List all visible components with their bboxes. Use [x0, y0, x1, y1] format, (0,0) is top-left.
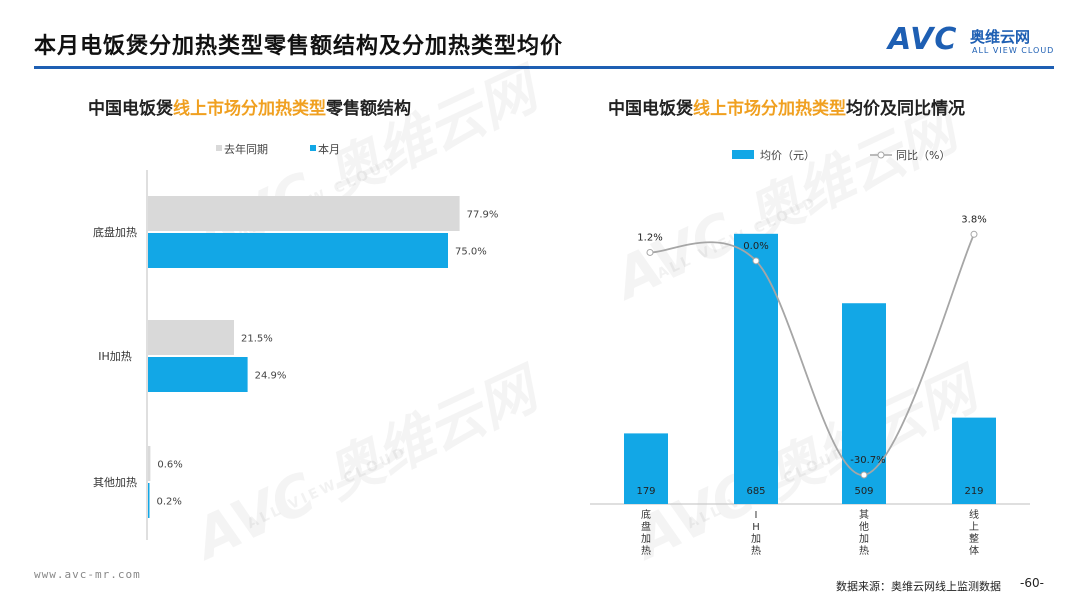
price-bar: [952, 417, 996, 504]
left-chart-title: 中国电饭煲线上市场分加热类型零售额结构: [88, 94, 411, 119]
legend-label-bars: 均价（元）: [760, 149, 815, 162]
legend-label-line: 同比（%）: [896, 149, 950, 162]
category-label: 线上整体: [969, 508, 979, 557]
yoy-point: [970, 230, 978, 238]
legend-swatch-0: [216, 145, 222, 151]
bar-this-month: [148, 233, 448, 268]
bar-value-label: 685: [746, 486, 765, 497]
bar-this-month: [148, 483, 150, 518]
logo-mark: AVC: [888, 22, 958, 57]
right-title-suffix: 均价及同比情况: [846, 99, 965, 119]
left-title-suffix: 零售额结构: [326, 99, 411, 119]
yoy-label: 0.0%: [743, 241, 768, 252]
bar-value-label: 219: [964, 486, 983, 497]
yoy-point: [860, 471, 868, 479]
data-label: 21.5%: [241, 334, 273, 345]
page-title: 本月电饭煲分加热类型零售额结构及分加热类型均价: [34, 34, 564, 59]
bar-value-label: 179: [636, 486, 655, 497]
right-title-highlight: 线上市场分加热类型: [693, 99, 846, 119]
bar-last-year: [148, 320, 234, 355]
data-label: 77.9%: [467, 210, 499, 221]
page-number: -60-: [1020, 576, 1044, 590]
category-label: 其他加热: [859, 509, 869, 557]
left-title-prefix: 中国电饭煲: [88, 99, 173, 119]
bar-value-label: 509: [854, 486, 873, 497]
right-chart-title: 中国电饭煲线上市场分加热类型均价及同比情况: [608, 94, 965, 119]
right-combo-chart: 均价（元） 同比（%） 179 685 509 219 底盘加热 I H 加热 其他加热 线上整体 1.…: [590, 149, 1030, 557]
price-bar: [734, 233, 778, 505]
data-label: 75.0%: [455, 247, 487, 258]
category-label: IH加热: [98, 350, 132, 363]
data-label: 0.6%: [157, 460, 182, 471]
bar-last-year: [148, 446, 151, 481]
category-label: 其他加热: [93, 476, 137, 489]
price-bar: [842, 303, 886, 504]
avc-logo: AVC 奥维云网 ALL VIEW CLOUD: [888, 22, 1058, 64]
bar-this-month: [148, 357, 248, 392]
yoy-line: [649, 233, 975, 476]
category-label: 底盘加热: [641, 508, 651, 557]
title-rule: [34, 66, 1054, 69]
logo-cn: 奥维云网: [970, 28, 1031, 46]
yoy-point: [752, 257, 760, 265]
legend-swatch-1: [310, 145, 316, 151]
legend-swatch-bars: [732, 150, 754, 159]
yoy-label: -30.7%: [850, 455, 885, 466]
data-label: 24.9%: [255, 371, 287, 382]
legend-label-1: 本月: [318, 142, 340, 156]
footer-source: 数据来源：奥维云网线上监测数据: [836, 580, 1001, 593]
data-label: 0.2%: [157, 497, 182, 508]
category-label: 底盘加热: [93, 225, 137, 239]
left-title-highlight: 线上市场分加热类型: [173, 99, 326, 119]
logo-en: ALL VIEW CLOUD: [972, 46, 1055, 55]
footer-url[interactable]: www.avc-mr.com: [34, 568, 141, 581]
bar-last-year: [148, 196, 460, 231]
legend-marker: [877, 151, 885, 159]
price-bar: [624, 433, 668, 504]
legend-label-0: 去年同期: [224, 142, 268, 156]
yoy-label: 3.8%: [961, 214, 986, 225]
right-title-prefix: 中国电饭煲: [608, 99, 693, 119]
yoy-label: 1.2%: [637, 232, 662, 243]
yoy-point: [646, 248, 654, 256]
